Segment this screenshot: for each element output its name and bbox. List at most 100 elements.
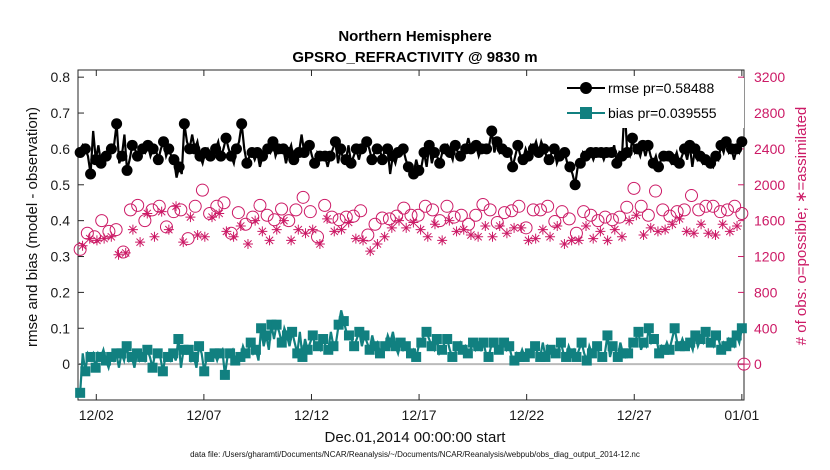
obs-possible-point <box>296 190 310 204</box>
rmse-point <box>121 164 133 176</box>
bias-point <box>406 348 416 359</box>
bias-point <box>266 319 277 330</box>
bias-point <box>685 337 696 348</box>
bias-point <box>695 334 706 345</box>
obs-assimilated-point <box>660 224 671 235</box>
bias-point <box>225 348 236 359</box>
bias-point <box>736 323 747 334</box>
bias-point <box>312 341 323 352</box>
obs-assimilated-point <box>336 224 347 235</box>
bias-point <box>163 351 174 362</box>
bias-point <box>592 341 603 352</box>
bias-point <box>157 366 168 377</box>
obs-assimilated-point <box>667 219 678 230</box>
obs-assimilated-point <box>437 235 448 246</box>
y2-tick-label: 2400 <box>754 141 785 157</box>
obs-assimilated-point <box>286 235 297 246</box>
obs-assimilated-point <box>113 249 124 260</box>
y-tick-label: 0.3 <box>51 249 71 265</box>
bias-point <box>478 337 489 348</box>
obs-assimilated-point <box>178 237 189 248</box>
x-tick-label: 12/02 <box>79 407 114 423</box>
bias-point <box>261 330 272 341</box>
bias-point <box>426 341 437 352</box>
obs-assimilated-point <box>494 221 505 232</box>
bias-point <box>643 323 654 334</box>
obs-assimilated-point <box>171 201 182 212</box>
obs-assimilated-point <box>559 238 570 249</box>
obs-assimilated-point <box>242 238 253 249</box>
obs-assimilated-point <box>264 235 275 246</box>
obs-assimilated-point <box>106 231 117 242</box>
rmse-point <box>345 157 357 169</box>
obs-assimilated-point <box>530 233 541 244</box>
obs-possible-point <box>735 206 749 220</box>
obs-assimilated-point <box>444 215 455 226</box>
bias-point <box>442 334 453 345</box>
y2-tick-label: 3200 <box>754 69 785 85</box>
bias-point <box>633 326 644 337</box>
bias-point <box>654 348 665 359</box>
bias-point <box>690 330 701 341</box>
rmse-point <box>111 118 123 130</box>
obs-assimilated-point <box>120 247 131 258</box>
obs-assimilated-point <box>322 213 333 224</box>
obs-assimilated-point <box>135 237 146 248</box>
obs-possible-point <box>195 183 209 197</box>
obs-possible-point <box>620 200 634 214</box>
obs-assimilated-point <box>91 235 102 246</box>
rmse-point <box>413 164 425 176</box>
obs-possible-point <box>88 230 102 244</box>
bias-point <box>400 341 411 352</box>
legend: rmse pr=0.58488 bias pr=0.039555 <box>567 78 744 128</box>
obs-possible-point <box>627 181 641 195</box>
bias-point <box>121 341 132 352</box>
obs-possible-point <box>95 214 109 228</box>
bias-point <box>416 337 427 348</box>
obs-possible-point <box>368 217 382 231</box>
obs-assimilated-point <box>415 224 426 235</box>
bias-point <box>648 334 659 345</box>
obs-possible-point <box>649 184 663 198</box>
bias-point <box>659 344 670 355</box>
obs-assimilated-point <box>343 217 354 228</box>
rmse-point <box>486 125 498 137</box>
y2-tick-label: 800 <box>754 284 778 300</box>
plot-frame <box>77 69 745 401</box>
obs-assimilated-point <box>588 233 599 244</box>
rmse-point <box>559 147 571 158</box>
obs-possible-point <box>123 203 137 217</box>
bias-point <box>483 351 494 362</box>
bias-point <box>245 337 256 348</box>
obs-assimilated-point <box>581 221 592 232</box>
obs-possible-point <box>318 198 332 212</box>
obs-assimilated-point <box>149 231 160 242</box>
bias-point <box>674 341 685 352</box>
bias-point <box>705 337 716 348</box>
bias-point <box>292 348 303 359</box>
obs-assimilated-point <box>710 230 721 240</box>
obs-possible-point <box>73 242 87 256</box>
bias-point <box>183 344 194 355</box>
bias-point <box>390 341 401 352</box>
rmse-point <box>512 139 524 151</box>
bias-point <box>219 369 230 380</box>
obs-possible-point <box>641 208 655 222</box>
bias-point <box>716 344 727 355</box>
obs-assimilated-point <box>523 235 534 246</box>
obs-assimilated-point <box>602 235 613 246</box>
bias-point <box>561 351 572 362</box>
y2-tick-label: 400 <box>754 320 778 336</box>
bias-point <box>540 351 551 362</box>
y2-tick-label: 2000 <box>754 177 785 193</box>
obs-assimilated-point <box>257 226 268 237</box>
obs-possible-point <box>109 223 123 237</box>
bias-point <box>235 351 246 362</box>
rmse-point <box>538 143 550 155</box>
bias-point <box>100 355 111 366</box>
obs-assimilated-point <box>386 222 397 233</box>
bias-point <box>597 351 608 362</box>
obs-possible-point <box>685 189 699 203</box>
y-tick-label: 0.2 <box>51 284 71 300</box>
bias-point <box>395 337 406 348</box>
